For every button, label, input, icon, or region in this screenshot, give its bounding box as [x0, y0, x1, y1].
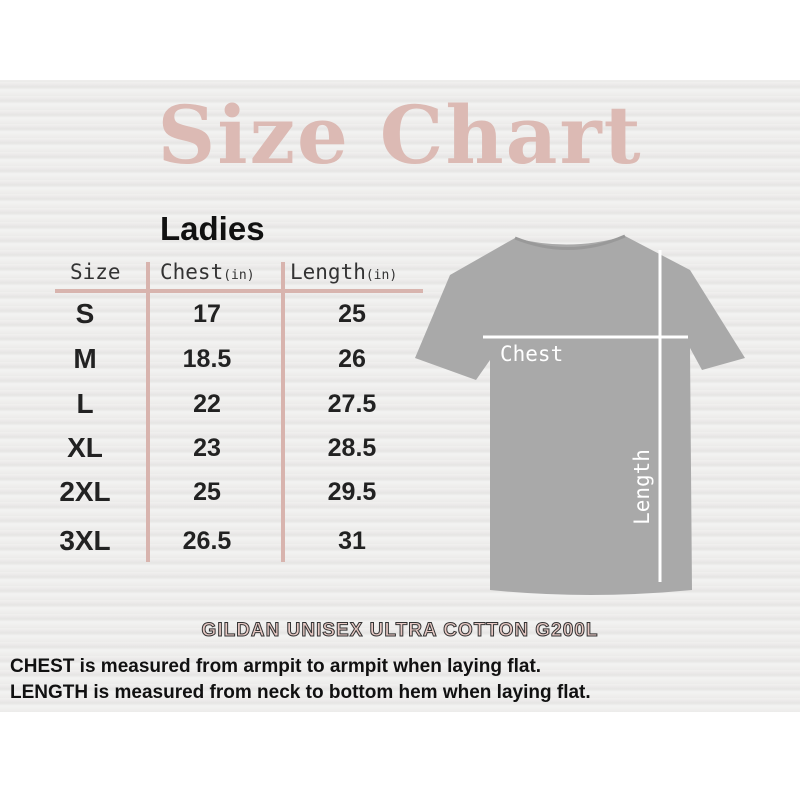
header-size: Size: [70, 260, 121, 284]
cell-size: S: [75, 298, 95, 329]
tshirt-icon: [415, 236, 745, 595]
cell-chest: 23: [193, 434, 221, 462]
length-note: LENGTH is measured from neck to bottom h…: [10, 682, 591, 703]
chest-note: CHEST is measured from armpit to armpit …: [10, 656, 542, 677]
cell-size: 3XL: [59, 525, 111, 556]
brand-label: GILDAN UNISEX ULTRA COTTON G200L: [201, 620, 599, 642]
header-length: Length(in): [290, 260, 398, 284]
column-divider: [281, 262, 285, 562]
header-divider: [55, 289, 423, 293]
cell-chest: 25: [193, 478, 221, 506]
cell-size: 2XL: [59, 476, 111, 507]
cell-length: 31: [338, 527, 366, 555]
cell-length: 25: [338, 300, 366, 328]
cell-length: 28.5: [327, 434, 377, 462]
column-divider: [146, 262, 150, 562]
page-title: Size Chart: [157, 88, 643, 182]
cell-length: 27.5: [327, 390, 377, 418]
cell-length: 29.5: [327, 478, 377, 506]
cell-chest: 22: [193, 390, 221, 418]
section-heading: Ladies: [160, 210, 265, 247]
chest-label: Chest: [500, 342, 564, 366]
tshirt-diagram: [415, 234, 745, 595]
cell-length: 26: [338, 345, 366, 373]
header-chest: Chest(in): [160, 260, 255, 284]
cell-size: XL: [67, 432, 103, 463]
cell-chest: 26.5: [182, 527, 232, 555]
cell-chest: 18.5: [182, 345, 232, 373]
cell-size: L: [76, 388, 94, 419]
cell-size: M: [73, 343, 97, 374]
length-label: Length: [629, 449, 654, 525]
cell-chest: 17: [193, 300, 221, 328]
